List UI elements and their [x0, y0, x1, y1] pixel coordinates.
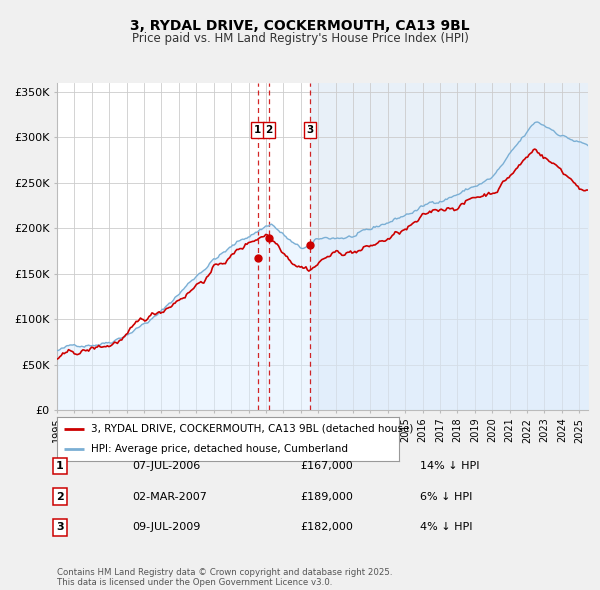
- Text: £182,000: £182,000: [300, 523, 353, 532]
- Text: 2: 2: [56, 492, 64, 502]
- Text: 1: 1: [56, 461, 64, 471]
- Text: £189,000: £189,000: [300, 492, 353, 502]
- Text: 14% ↓ HPI: 14% ↓ HPI: [420, 461, 479, 471]
- Text: 09-JUL-2009: 09-JUL-2009: [132, 523, 200, 532]
- Text: 3, RYDAL DRIVE, COCKERMOUTH, CA13 9BL: 3, RYDAL DRIVE, COCKERMOUTH, CA13 9BL: [130, 19, 470, 33]
- Text: Contains HM Land Registry data © Crown copyright and database right 2025.
This d: Contains HM Land Registry data © Crown c…: [57, 568, 392, 587]
- Text: 07-JUL-2006: 07-JUL-2006: [132, 461, 200, 471]
- Text: HPI: Average price, detached house, Cumberland: HPI: Average price, detached house, Cumb…: [91, 444, 348, 454]
- Text: 2: 2: [265, 125, 272, 135]
- Bar: [310, 83, 588, 410]
- Text: 1: 1: [254, 125, 261, 135]
- Text: 3: 3: [56, 523, 64, 532]
- Text: Price paid vs. HM Land Registry's House Price Index (HPI): Price paid vs. HM Land Registry's House …: [131, 32, 469, 45]
- Text: 3: 3: [306, 125, 313, 135]
- Text: 4% ↓ HPI: 4% ↓ HPI: [420, 523, 473, 532]
- Text: 6% ↓ HPI: 6% ↓ HPI: [420, 492, 472, 502]
- Text: 02-MAR-2007: 02-MAR-2007: [132, 492, 207, 502]
- Text: £167,000: £167,000: [300, 461, 353, 471]
- Text: 3, RYDAL DRIVE, COCKERMOUTH, CA13 9BL (detached house): 3, RYDAL DRIVE, COCKERMOUTH, CA13 9BL (d…: [91, 424, 413, 434]
